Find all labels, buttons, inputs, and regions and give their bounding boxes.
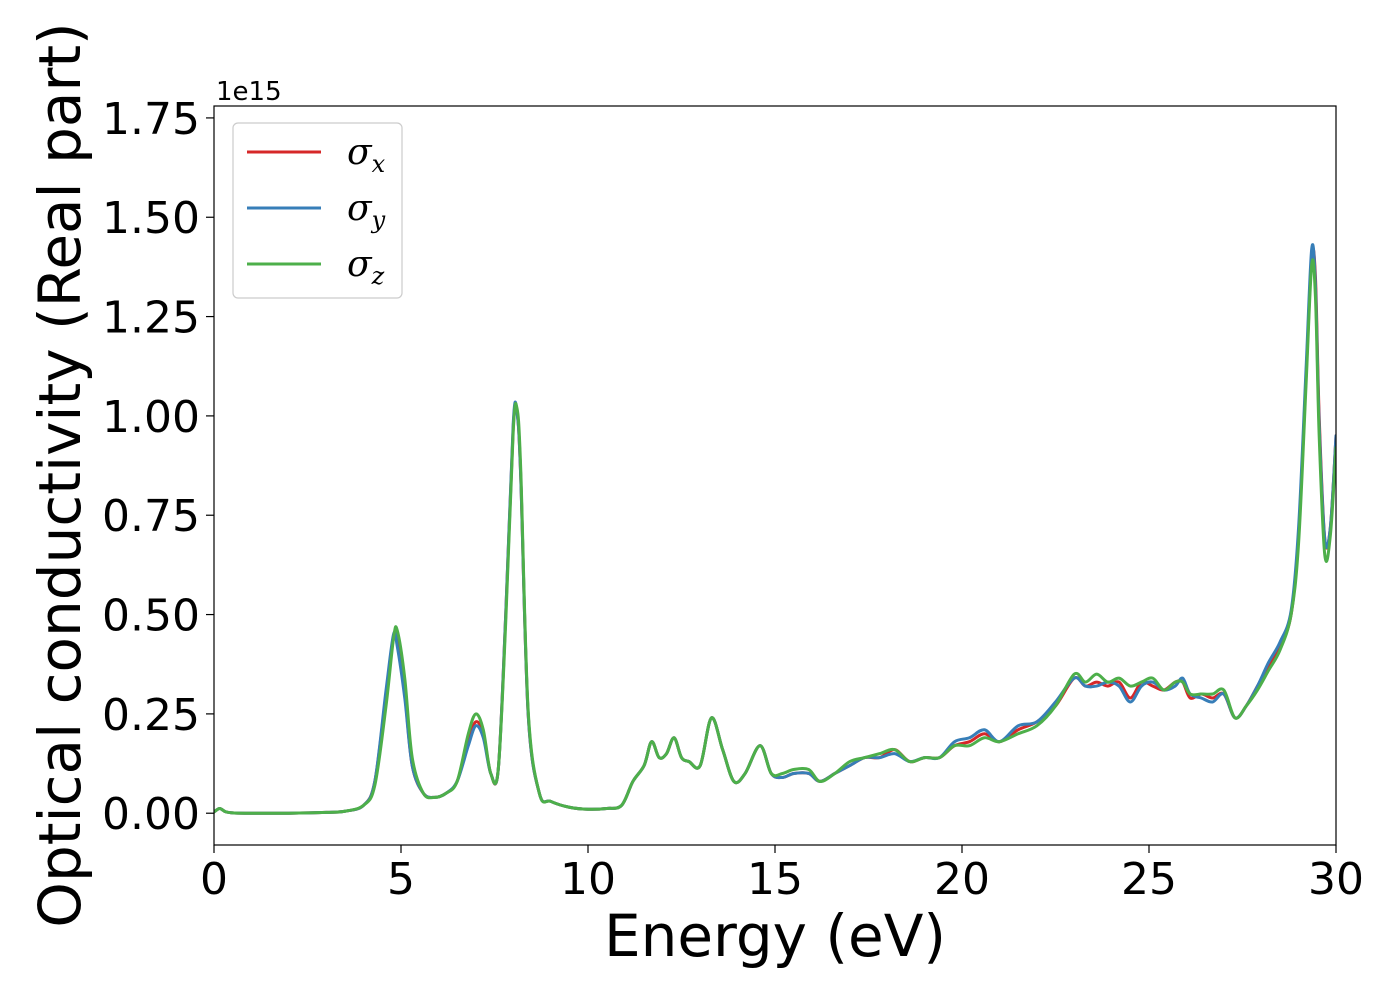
legend: σx σy σz (232, 122, 403, 299)
y-tick-label: 0.25 (102, 690, 200, 741)
y-tick-label: 1.25 (102, 293, 200, 344)
legend-box (232, 122, 403, 299)
x-tick-label: 0 (200, 854, 228, 905)
y-axis-ticks: 0.00 0.25 0.50 0.75 1.00 1.25 1.50 1.75 (102, 94, 214, 840)
x-tick-label: 5 (387, 854, 415, 905)
x-tick-label: 25 (1121, 854, 1177, 905)
x-tick-label: 30 (1308, 854, 1364, 905)
series-line-z (214, 258, 1336, 815)
x-tick-label: 10 (560, 854, 616, 905)
series-layer (214, 243, 1336, 815)
y-tick-label: 1.50 (102, 193, 200, 244)
y-tick-label: 0.50 (102, 591, 200, 642)
y-tick-label: 0.00 (102, 789, 200, 840)
x-axis-label: Energy (eV) (604, 902, 946, 970)
y-tick-label: 0.75 (102, 491, 200, 542)
x-axis-ticks: 0 5 10 15 20 25 30 (200, 845, 1364, 905)
legend-label-z: σz (347, 244, 385, 290)
y-axis-offset-label: 1e15 (216, 77, 282, 107)
x-tick-label: 20 (934, 854, 990, 905)
legend-label-x: σx (347, 132, 386, 178)
y-tick-label: 1.00 (102, 392, 200, 443)
y-axis-label: Optical conductivity (Real part) (26, 22, 94, 927)
y-tick-label: 1.75 (102, 94, 200, 145)
x-tick-label: 15 (747, 854, 803, 905)
legend-label-y: σy (347, 188, 386, 234)
